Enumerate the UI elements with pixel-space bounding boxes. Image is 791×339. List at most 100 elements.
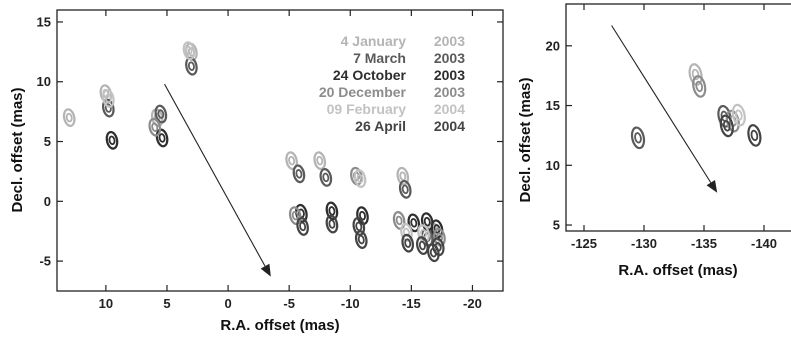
left-component-contour-inner [185,45,193,56]
left-plot: 10 5 0 -5 -10 -15 -20 15 10 5 0 -5 4 January 2003 7 Ma… [9,9,504,334]
left-component-contour [400,223,413,242]
left-xtick-label: -5 [283,296,295,311]
left-component-contour-inner [104,93,112,104]
left-component-contour [182,41,196,61]
right-ytick-label: 15 [546,98,560,113]
right-motion-arrow [611,25,712,183]
left-component-contour-inner [357,234,365,245]
right-component-contour [692,75,707,98]
right-component-contour [719,114,734,138]
right-xtick-label: -135 [691,236,717,251]
legend-year: 2004 [434,118,465,134]
right-xtick-label: -125 [571,236,597,251]
left-component-contour-inner [157,109,165,119]
legend-date: 4 January [341,33,407,49]
left-component-contour-inner [355,221,363,232]
right-component-contour-inner [691,68,700,81]
left-component-contour [352,217,366,236]
left-component-contour-inner [322,172,330,183]
legend-date: 20 December [319,84,407,100]
left-component-contour [427,243,440,263]
right-xtick-label: -130 [631,236,657,251]
right-xlabel: R.A. offset (mas) [618,262,737,279]
right-component-contour-inner [722,120,731,132]
right-component-contour-inner [695,80,704,93]
legend-year: 2003 [434,33,465,49]
left-component-contour-inner [328,219,336,229]
left-component-contour-inner [395,215,403,226]
left-component-contour-inner [423,216,431,227]
right-component-contour [747,124,762,147]
legend-date: 24 October [333,67,407,83]
right-plot: -125 -130 -135 -140 20 15 10 5 R.A. offset (mas… [517,3,791,279]
left-component-contour [155,128,169,148]
left-component-contour [420,212,434,232]
right-component-contour [731,103,746,127]
right-component-contour [717,104,732,128]
left-component-contour-inner [151,122,159,132]
left-ytick-label: 5 [44,134,51,149]
left-component-contour [295,203,308,223]
right-ytick-label: 20 [546,38,560,53]
left-plot-frame [56,9,504,292]
right-motion-arrowhead [706,179,718,193]
left-ylabel: Decl. offset (mas) [9,87,26,212]
left-component-contour [325,201,339,221]
right-component-contour [630,126,646,150]
left-xtick-label: -15 [402,296,421,311]
left-motion-arrowhead [260,263,271,277]
left-xtick-label: -20 [463,296,482,311]
left-component-contour [148,117,162,137]
right-ytick-label: 10 [546,158,560,173]
left-component-contour [392,211,406,230]
right-component-contour [688,63,703,86]
left-component-contour [416,236,429,255]
left-component-contour-inner [291,210,299,221]
left-component-contour-inner [316,155,324,166]
legend-year: 2003 [434,84,465,100]
left-component-contour [401,233,415,253]
left-xtick-label: 10 [99,296,113,311]
left-component-contour-inner [299,221,307,232]
left-component-contour [407,213,421,233]
left-component-contour [431,237,445,257]
left-marks: 10 5 0 -5 -10 -15 -20 15 10 5 0 -5 4 January 2003 7 Ma… [37,10,503,311]
left-component-contour [313,151,327,171]
left-component-contour [319,168,333,187]
left-ytick-label: 0 [44,194,51,209]
legend-year: 2004 [434,101,465,117]
left-component-contour-inner [359,210,366,221]
left-component-contour [430,219,444,239]
left-component-contour [105,130,119,150]
left-component-contour-inner [401,184,409,195]
left-component-contour-inner [328,206,336,216]
left-component-contour [353,169,367,188]
left-component-contour-inner [399,171,407,181]
left-component-contour [296,217,309,236]
left-component-contour-inner [187,61,195,71]
left-component-contour-inner [402,227,410,238]
left-component-contour [62,108,76,128]
left-xlabel: R.A. offset (mas) [220,317,339,334]
left-component-contour-inner [404,238,412,248]
left-component-contour [154,104,168,124]
left-component-contour-inner [158,133,166,143]
left-xtick-label: 5 [163,296,170,311]
left-ytick-label: 15 [37,14,51,29]
left-xtick-label: -10 [341,296,360,311]
legend-date: 7 March [353,50,406,66]
left-ytick-label: -5 [39,254,51,269]
left-component-contour [396,166,410,186]
right-xtick-label: -140 [751,236,777,251]
right-ylabel: Decl. offset (mas) [517,77,534,202]
right-component-contour-inner [750,129,759,142]
right-component-contour-inner [734,109,743,121]
left-component-contour [398,179,412,199]
legend-date: 26 April [355,118,406,134]
left-component-contour-inner [410,218,418,228]
left-component-contour-inner [429,247,437,258]
left-component-contour-inner [418,240,426,251]
left-component-contour-inner [65,112,73,123]
left-component-contour-inner [356,173,364,184]
